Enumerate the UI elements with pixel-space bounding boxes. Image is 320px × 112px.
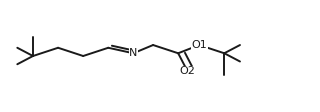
Text: N: N bbox=[129, 48, 138, 58]
Text: O1: O1 bbox=[191, 40, 207, 50]
Text: O2: O2 bbox=[180, 66, 196, 76]
